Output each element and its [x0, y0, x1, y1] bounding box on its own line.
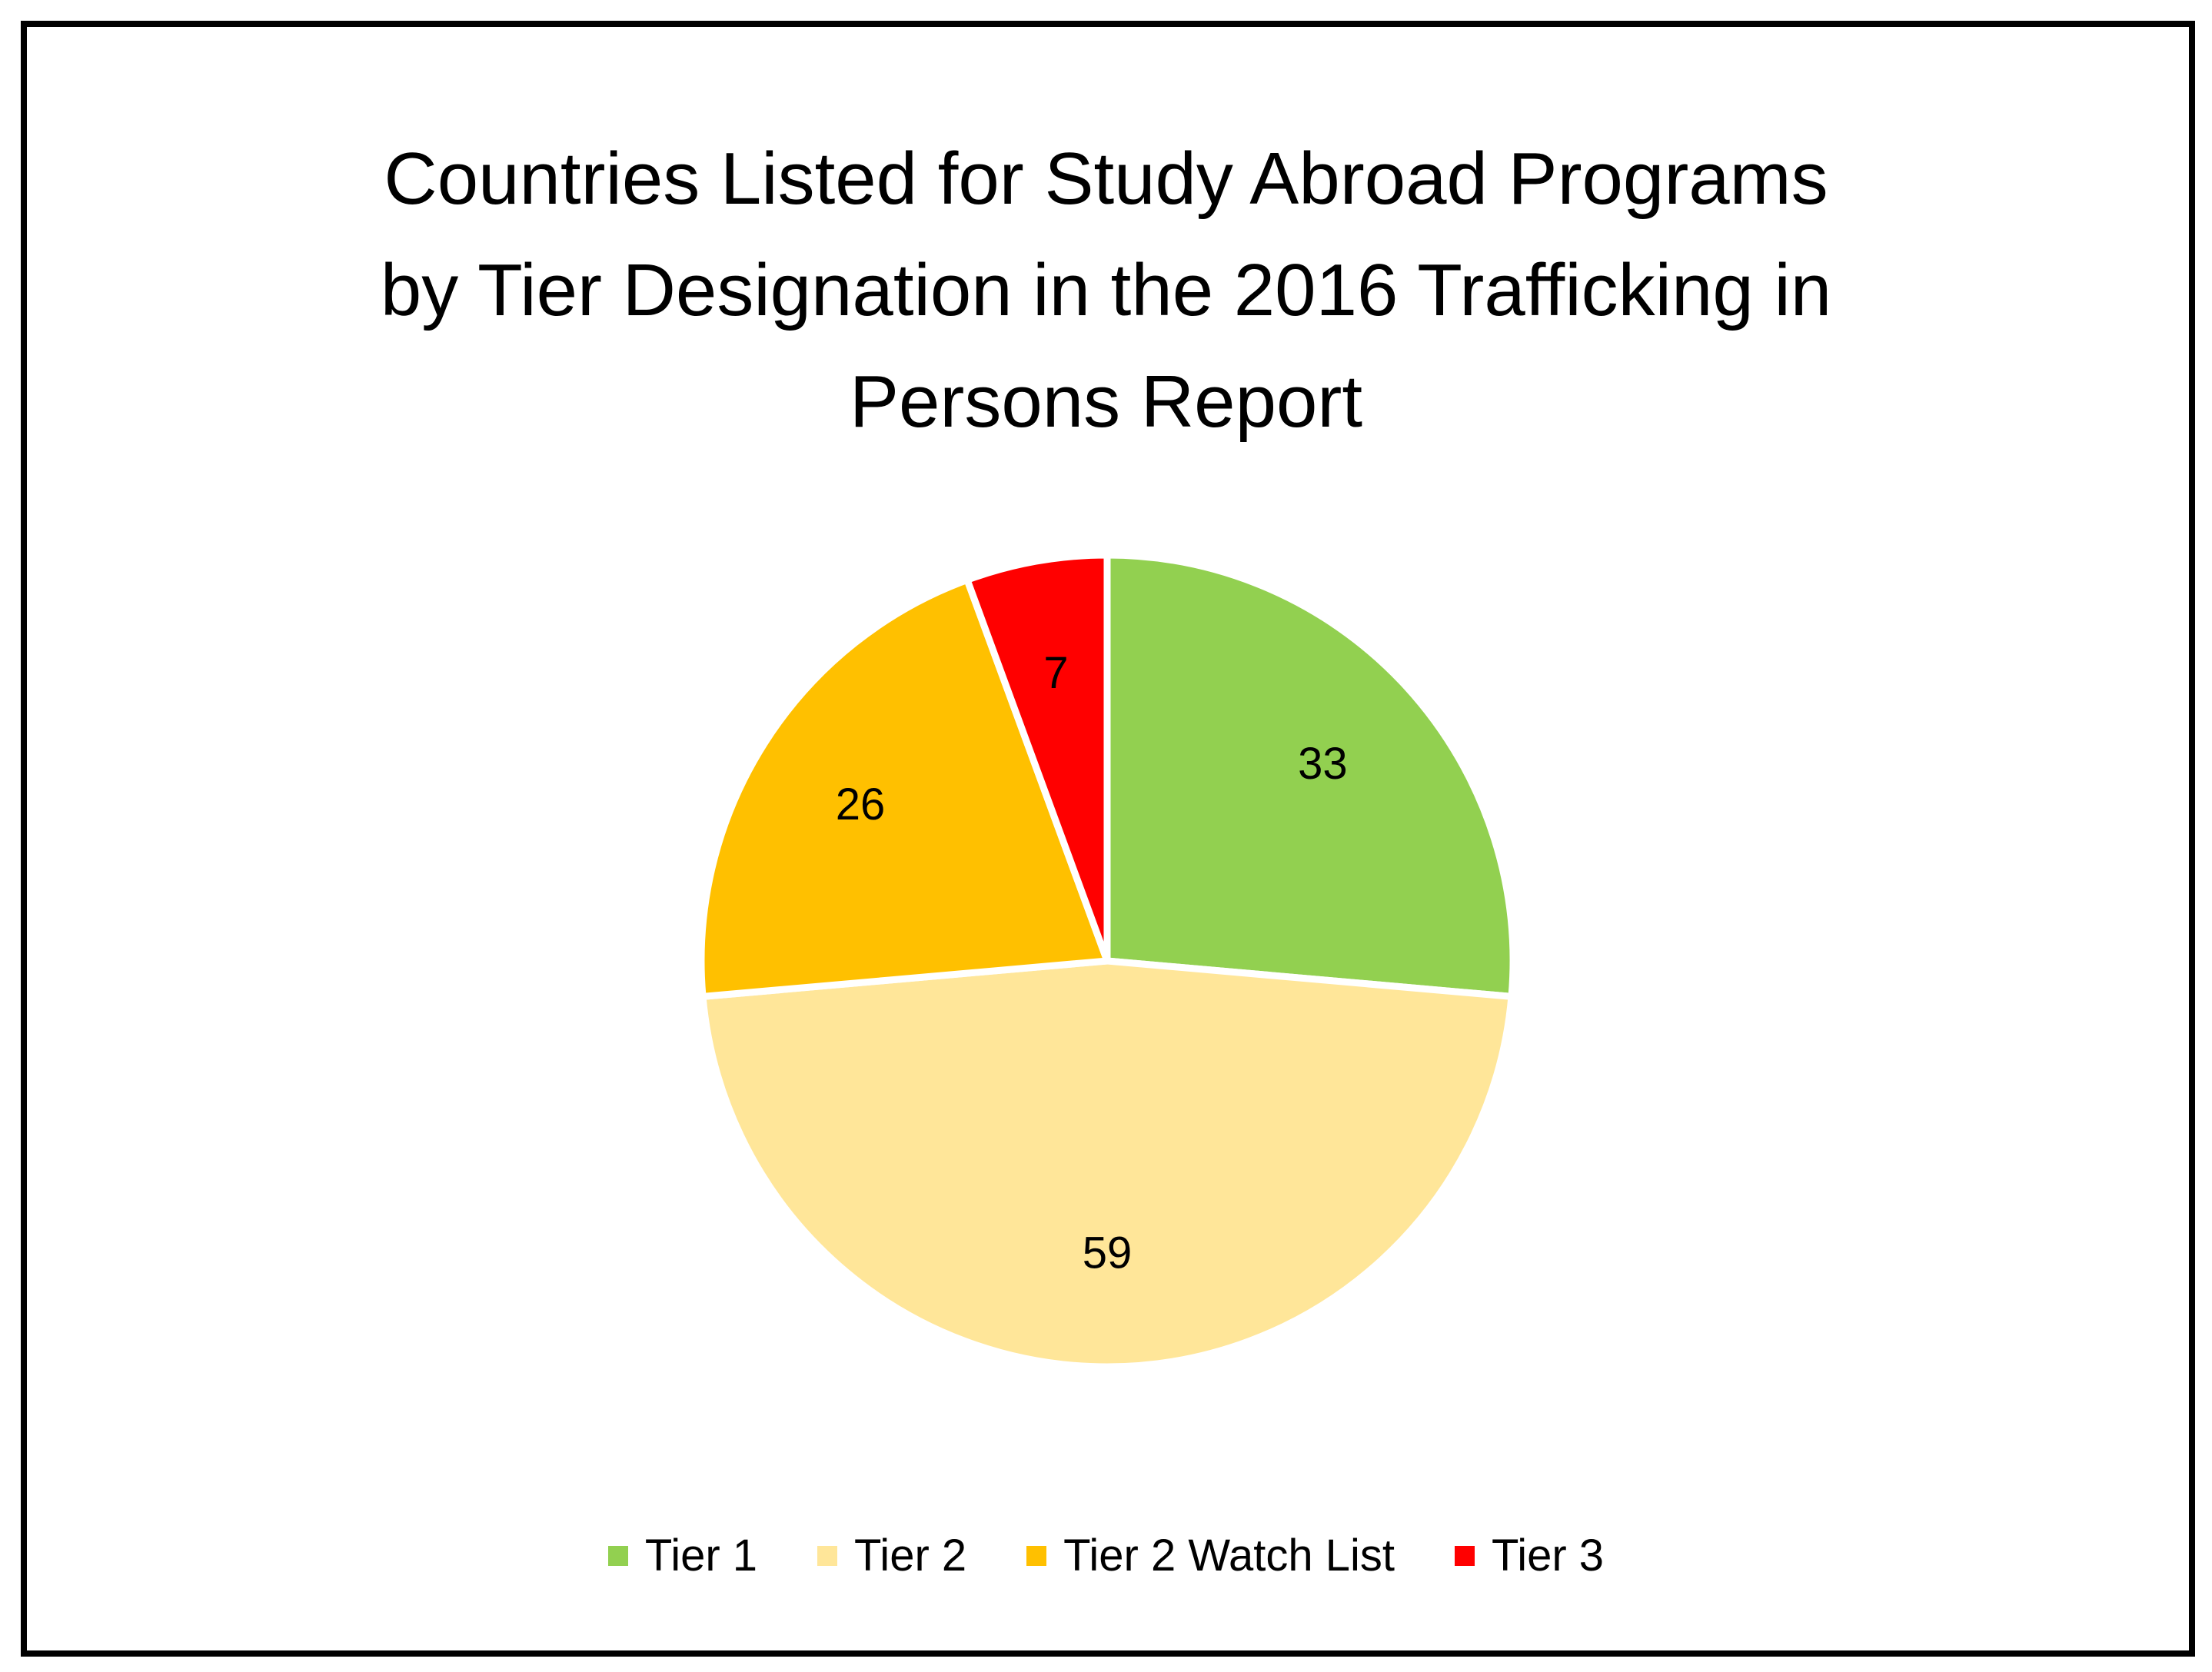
chart-title-line-3: Persons Report: [850, 361, 1362, 443]
data-label-tier-3: 7: [1043, 648, 1068, 698]
legend-swatch-tier-2-watch-list: [1026, 1545, 1047, 1566]
legend-swatch-tier-1: [607, 1545, 628, 1566]
legend-label-tier-2-watch-list: Tier 2 Watch List: [1063, 1531, 1395, 1581]
pie-slice-tier-1: [1103, 551, 1517, 1000]
pie-slice-tier-2-watch-list: [697, 576, 1111, 1000]
legend-swatch-tier-3: [1454, 1545, 1475, 1566]
chart-title: Countries Listed for Study Abroad Progra…: [0, 123, 2212, 457]
pie-slice-tier-2: [699, 957, 1515, 1371]
data-label-tier-2-watch-list: 26: [836, 779, 886, 829]
data-label-tier-2: 59: [1083, 1228, 1133, 1278]
legend-item-tier-2-watch-list: Tier 2 Watch List: [1026, 1530, 1395, 1581]
data-label-tier-1: 33: [1298, 739, 1348, 789]
chart-title-line-2: by Tier Designation in the 2016 Traffick…: [380, 249, 1832, 331]
chart-title-line-1: Countries Listed for Study Abroad Progra…: [384, 138, 1828, 220]
legend-label-tier-1: Tier 1: [644, 1531, 758, 1581]
legend-item-tier-3: Tier 3: [1454, 1530, 1605, 1581]
legend-item-tier-1: Tier 1: [607, 1530, 758, 1581]
legend-item-tier-2: Tier 2: [817, 1530, 966, 1581]
pie-slice-tier-3: [963, 551, 1111, 965]
legend-label-tier-3: Tier 3: [1491, 1531, 1605, 1581]
chart-legend: Tier 1 Tier 2 Tier 2 Watch List Tier 3: [0, 1530, 2212, 1581]
legend-swatch-tier-2: [817, 1545, 838, 1566]
legend-label-tier-2: Tier 2: [854, 1531, 967, 1581]
